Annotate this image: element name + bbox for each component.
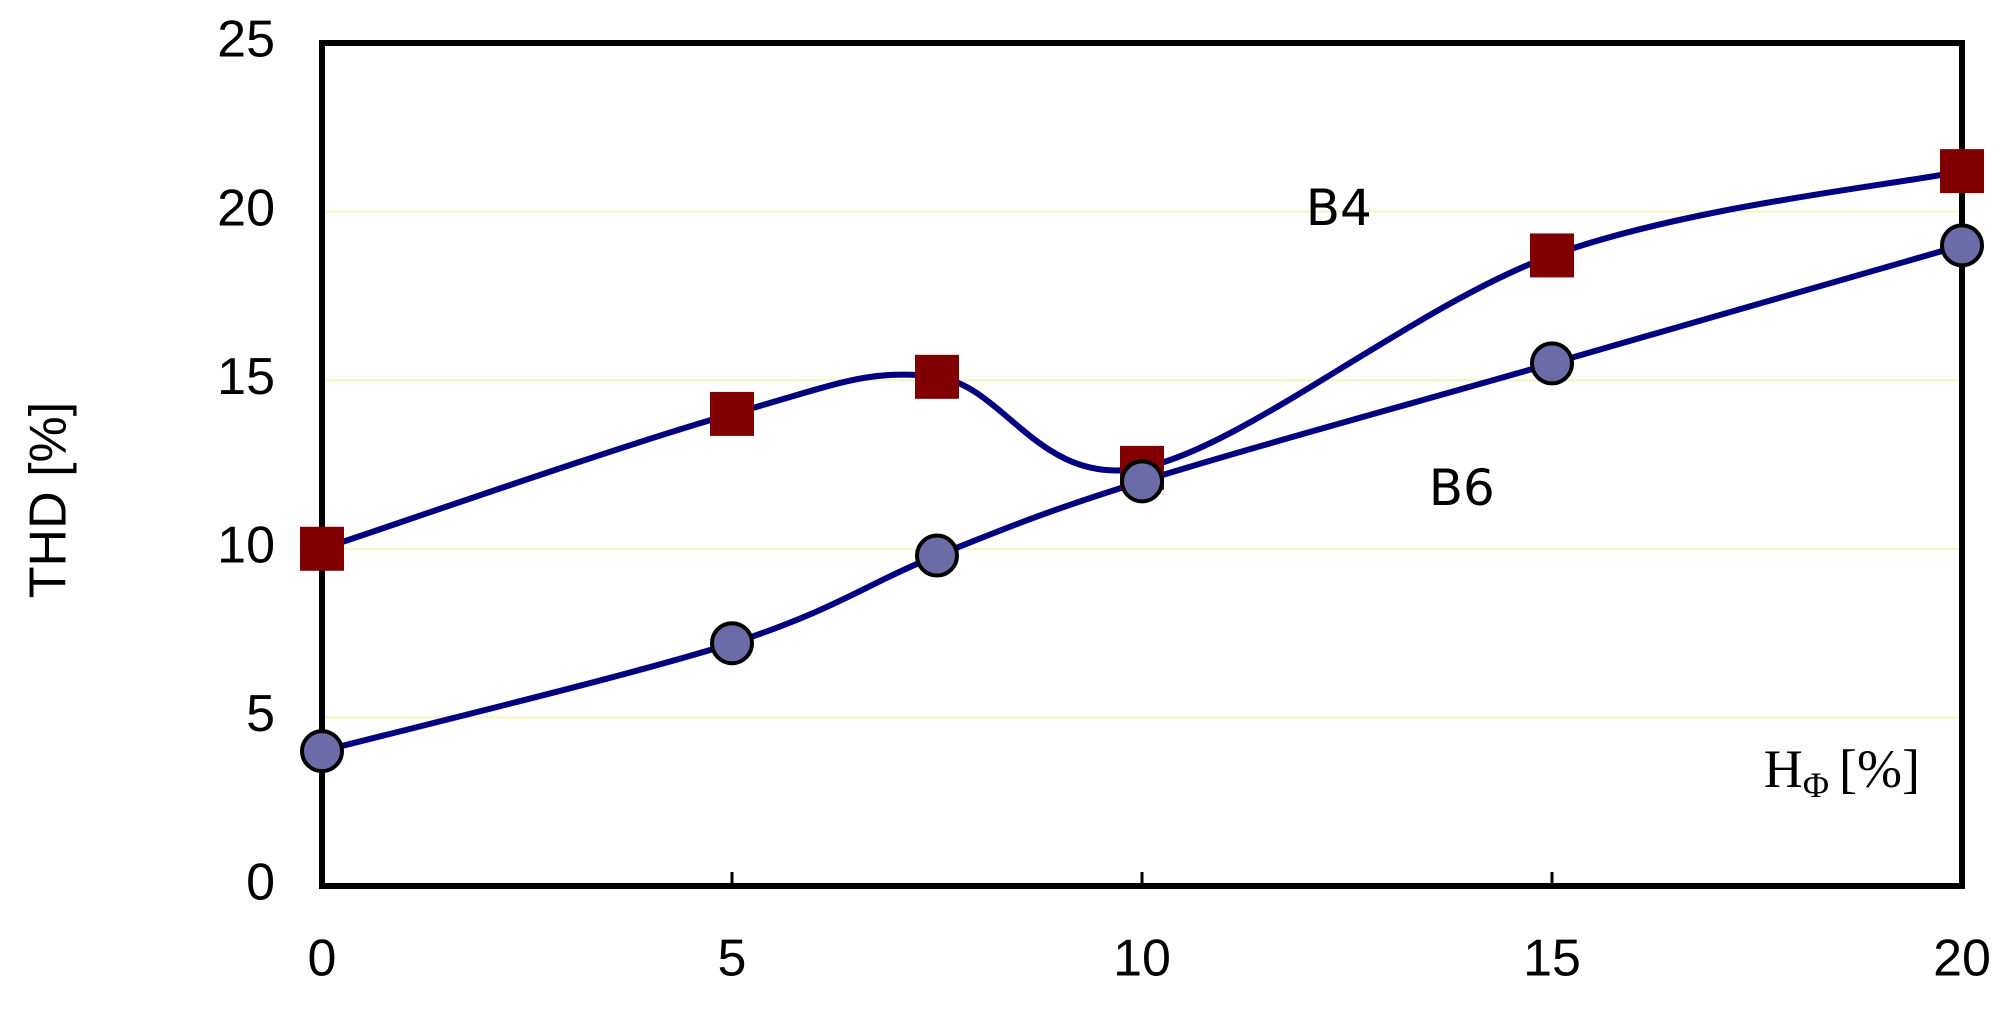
marker bbox=[300, 526, 344, 571]
y-tick-label: 5 bbox=[246, 685, 275, 743]
marker bbox=[1120, 459, 1164, 504]
marker bbox=[915, 533, 959, 578]
y-axis-label: THD [%] bbox=[20, 402, 78, 598]
series-label: B6 bbox=[1429, 459, 1495, 517]
marker bbox=[300, 729, 344, 774]
y-tick-label: 15 bbox=[217, 348, 275, 406]
marker bbox=[1530, 341, 1574, 386]
x-tick-label: 20 bbox=[1933, 930, 1991, 988]
marker bbox=[1530, 233, 1574, 278]
x-tick-label: 5 bbox=[718, 930, 747, 988]
x-axis-label: HΦ [%] bbox=[1764, 739, 1920, 805]
x-tick-label: 10 bbox=[1113, 930, 1171, 988]
x-tick-label: 0 bbox=[308, 930, 337, 988]
marker bbox=[915, 354, 959, 399]
plot-frame bbox=[319, 40, 1965, 889]
x-label-unit: [%] bbox=[1839, 739, 1920, 799]
x-label-symbol: H bbox=[1764, 739, 1803, 799]
y-tick-label: 20 bbox=[217, 179, 275, 237]
x-label-subscript: Φ bbox=[1803, 765, 1829, 805]
x-tick-label: 15 bbox=[1523, 930, 1581, 988]
series-line bbox=[321, 168, 1963, 552]
marker bbox=[710, 621, 754, 666]
marker bbox=[1940, 223, 1984, 268]
marker bbox=[1940, 149, 1984, 194]
y-tick-label: 0 bbox=[246, 854, 275, 912]
series-line bbox=[321, 242, 1963, 755]
marker bbox=[710, 391, 754, 436]
series-label: B4 bbox=[1306, 179, 1372, 237]
y-tick-label: 10 bbox=[217, 517, 275, 575]
y-tick-label: 25 bbox=[217, 11, 275, 69]
